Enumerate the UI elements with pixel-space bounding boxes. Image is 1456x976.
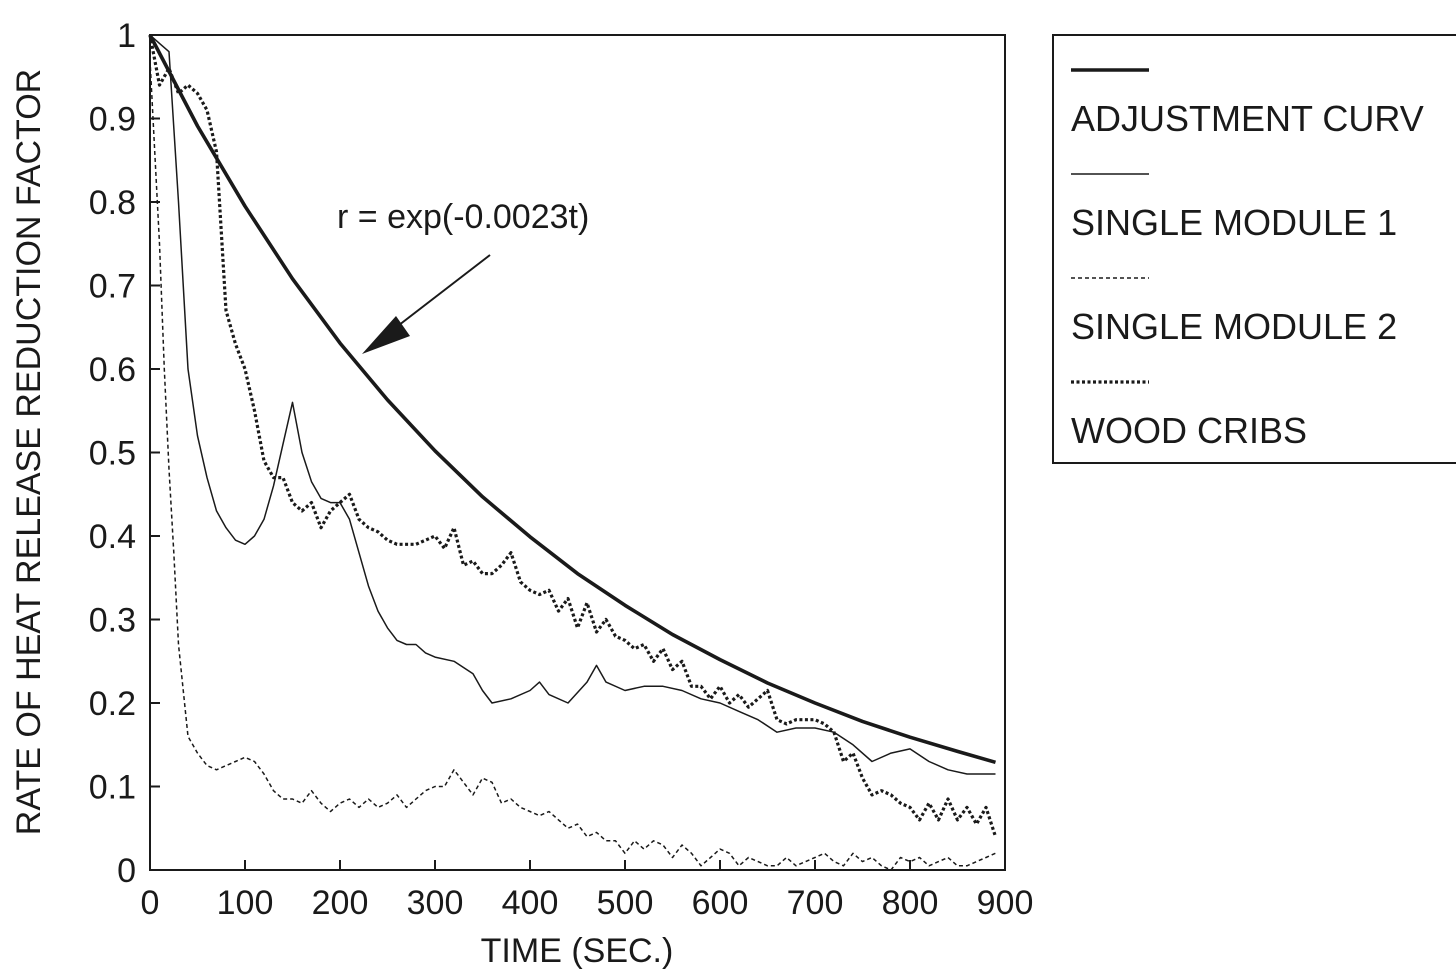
plot-frame (149, 34, 1006, 871)
y-tick-label: 1 (117, 17, 136, 55)
x-tick-label: 500 (597, 884, 654, 922)
series-layer (148, 34, 998, 871)
y-tick-label: 0.1 (89, 769, 136, 807)
x-axis-ticks: 0 100 200 300 400 500 600 700 800 900 (141, 860, 1034, 922)
formula-annotation: r = exp(-0.0023t) (337, 198, 589, 354)
legend-label-single-module-2: SINGLE MODULE 2 (1071, 306, 1397, 347)
x-tick-label: 0 (141, 884, 160, 922)
y-tick-label: 0.9 (89, 101, 136, 139)
x-tick-label: 300 (407, 884, 464, 922)
legend-label-single-module-1: SINGLE MODULE 1 (1071, 202, 1397, 243)
legend-box (1052, 34, 1456, 464)
series-line-wood-cribs (148, 34, 998, 838)
legend: ADJUSTMENT CURV SINGLE MODULE 1 SINGLE MOD… (1052, 34, 1456, 464)
y-tick-label: 0.2 (89, 685, 136, 723)
y-tick-label: 0 (117, 852, 136, 890)
x-tick-label: 700 (787, 884, 844, 922)
x-tick-label: 600 (692, 884, 749, 922)
x-tick-label: 800 (882, 884, 939, 922)
x-axis-title: TIME (SEC.) (481, 932, 674, 970)
x-tick-label: 900 (977, 884, 1034, 922)
annotation-arrow-shaft (389, 254, 491, 333)
x-tick-label: 200 (312, 884, 369, 922)
y-tick-label: 0.7 (89, 268, 136, 306)
x-tick-label: 400 (502, 884, 559, 922)
legend-label-adjustment-curv: ADJUSTMENT CURV (1071, 98, 1424, 139)
annotation-arrow-head (362, 316, 410, 354)
formula-annotation-text: r = exp(-0.0023t) (337, 198, 589, 236)
y-tick-label: 0.5 (89, 435, 136, 473)
series-line-adjustment-curv (148, 34, 996, 765)
series-line-single-module-2 (149, 60, 996, 871)
y-tick-label: 0.3 (89, 602, 136, 640)
x-tick-label: 100 (217, 884, 274, 922)
legend-label-wood-cribs: WOOD CRIBS (1071, 410, 1307, 451)
series-line-single-module-1 (149, 34, 996, 775)
y-tick-label: 0.4 (89, 518, 136, 556)
y-axis-title: RATE OF HEAT RELEASE REDUCTION FACTOR (10, 69, 48, 835)
plot-area: 0 100 200 300 400 500 600 700 800 900 00.10.20.30… (89, 17, 1034, 922)
y-axis-ticks: 0 0.1 0.2 0.3 0.4 0.5 0.6 0.7 0.8 0.9 1 (89, 17, 160, 890)
y-tick-label: 0.8 (89, 184, 136, 222)
y-tick-label: 0.6 (89, 351, 136, 389)
